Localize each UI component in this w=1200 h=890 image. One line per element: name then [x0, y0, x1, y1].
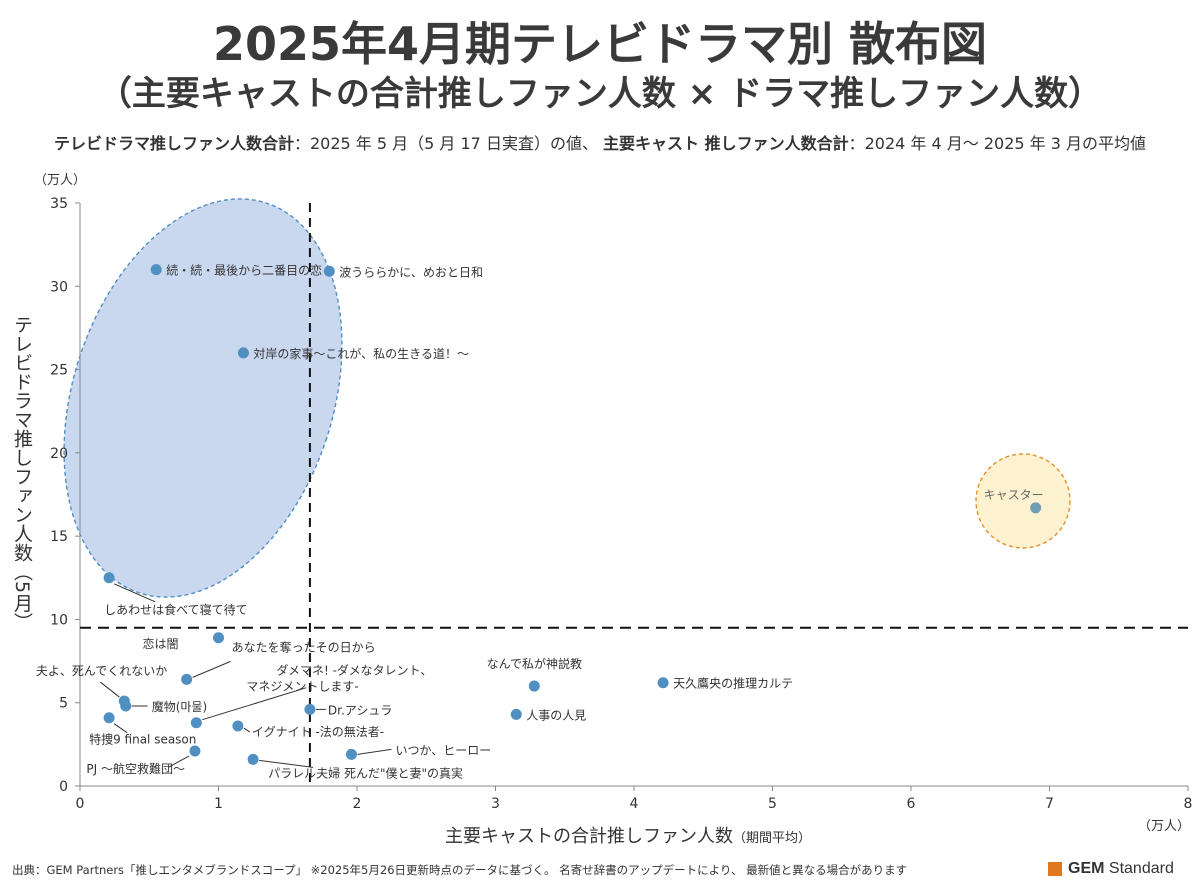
- x-tick-label: 6: [907, 796, 916, 812]
- y-tick-label: 25: [50, 363, 68, 379]
- data-point: [120, 700, 132, 712]
- leader-line: [113, 583, 156, 603]
- scatter-chart: 0 1 2 3 4 5 6 7 8 0 5 10 15 20 25 30 35 （万人） （万人） 主要キャストの合計…: [11, 173, 1192, 847]
- brand-text: GEM Standard: [1068, 860, 1174, 878]
- data-point-label: 特捜9 final season: [89, 732, 196, 747]
- x-axis-title-main: 主要キャストの合計推しファン人数: [445, 826, 733, 847]
- x-axis-title-note: （期間平均）: [733, 831, 811, 846]
- data-point-label: あなたを奪ったその日から: [232, 639, 376, 654]
- x-tick-label: 2: [353, 796, 362, 812]
- description-bold-1: テレビドラマ推しファン人数合計: [53, 134, 294, 153]
- points-layer: [103, 264, 1042, 765]
- data-point: [510, 708, 522, 720]
- data-point: [189, 745, 201, 757]
- x-tick-label: 3: [491, 796, 500, 812]
- data-point-label: 人事の人見: [526, 708, 586, 722]
- y-unit-label: （万人）: [34, 173, 86, 188]
- description-bold-2: 主要キャスト 推しファン人数合計: [603, 134, 849, 153]
- data-point: [190, 717, 202, 729]
- data-point-label: 対岸の家事～これが、私の生きる道！～: [253, 346, 469, 361]
- description-text-1: ：2025 年 5 月（5 月 17 日実査）の値、: [293, 134, 604, 153]
- data-point: [103, 572, 115, 584]
- data-point-label: パラレル夫婦 死んだ"僕と妻"の真実: [268, 765, 463, 780]
- x-tick-label: 4: [630, 796, 639, 812]
- data-point: [323, 265, 335, 277]
- y-tick-label: 5: [59, 696, 68, 712]
- data-point-label: 波うららかに、めおと日和: [339, 265, 483, 279]
- data-point-label: 魔物(마물): [152, 699, 207, 714]
- leader-line: [100, 681, 120, 698]
- data-point: [150, 264, 162, 276]
- data-point-label: キャスター: [984, 488, 1044, 502]
- data-point-label-line: マネジメントします-: [246, 680, 358, 694]
- data-point: [657, 677, 669, 689]
- leader-line: [113, 723, 128, 734]
- leader-line: [202, 687, 307, 721]
- leader-line: [357, 748, 392, 755]
- data-point-label: いつか、ヒーロー: [395, 743, 491, 757]
- data-point-label: ダメマネ! -ダメなタレント、マネジメントします-: [246, 663, 432, 694]
- y-tick-label: 30: [50, 279, 68, 295]
- labels-layer: 続・続・最後から二番目の恋 波うららかに、めおと日和対岸の家事～これが、私の生きる…: [36, 263, 1044, 781]
- background-layer: [63, 198, 1071, 598]
- data-point-label: なんで私が神説教: [487, 656, 582, 671]
- x-tick-label: 1: [214, 796, 223, 812]
- data-point: [232, 720, 244, 732]
- data-point-label: 恋は闇: [142, 636, 178, 651]
- data-point: [181, 673, 193, 685]
- leader-line: [192, 660, 231, 678]
- data-point-label: 続・続・最後から二番目の恋: [166, 263, 322, 278]
- data-point-label: 夫よ、死んでくれないか: [36, 664, 167, 678]
- chart-title: 2025年4月期テレビドラマ別 散布図: [212, 17, 988, 71]
- brand-text-rest: Standard: [1104, 860, 1174, 877]
- data-point: [1030, 502, 1042, 514]
- brand-logo: GEM Standard: [1048, 858, 1174, 880]
- outlier-group-circle: [975, 453, 1071, 549]
- data-point-label: 天久鷹央の推理カルテ: [673, 676, 793, 691]
- axis-layer: 0 1 2 3 4 5 6 7 8 0 5 10 15 20 25 30 35 （万人） （万人） 主要キャストの合計…: [11, 173, 1192, 847]
- data-point: [103, 712, 115, 724]
- x-tick-label: 0: [76, 796, 85, 812]
- data-point-label: PJ ～航空救難団～: [86, 761, 185, 776]
- x-tick-label: 5: [768, 796, 777, 812]
- data-point-label-line: ダメマネ! -ダメなタレント、: [276, 663, 432, 678]
- y-tick-label: 35: [50, 196, 68, 212]
- source-footnote: 出典：GEM Partners「推しエンタメブランドスコープ」 ※2025年5月…: [12, 863, 908, 877]
- leader-line: [243, 727, 251, 733]
- data-point-label: イグナイト -法の無法者-: [252, 724, 384, 739]
- leader-line: [259, 759, 314, 768]
- data-point: [304, 703, 316, 715]
- data-point: [528, 680, 540, 692]
- data-point: [213, 632, 224, 644]
- high-engagement-group-ellipse: [63, 198, 343, 598]
- data-point: [345, 748, 357, 760]
- data-point-label: しあわせは食べて寝て待て: [104, 602, 248, 617]
- brand-text-bold: GEM: [1068, 860, 1105, 877]
- reference-lines: [80, 203, 1188, 786]
- chart-description: テレビドラマ推しファン人数合計：2025 年 5 月（5 月 17 日実査）の値…: [0, 130, 1200, 154]
- y-tick-label: 0: [59, 779, 68, 795]
- x-tick-label: 8: [1184, 796, 1193, 812]
- description-text-2: ：2024 年 4 月～ 2025 年 3 月の平均値: [848, 134, 1147, 153]
- leader-line: [168, 755, 190, 768]
- y-tick-label: 20: [50, 446, 68, 462]
- data-point: [247, 753, 259, 765]
- y-axis-title: テレビドラマ推しファン人数（5月）: [11, 315, 33, 631]
- data-point: [237, 347, 249, 359]
- data-point-label: Dr.アシュラ: [328, 703, 392, 717]
- chart-subtitle-line: （主要キャストの合計推しファン人数 × ドラマ推しファン人数）: [97, 74, 1103, 114]
- y-tick-label: 10: [50, 612, 68, 628]
- leader-lines: [100, 583, 392, 768]
- x-tick-label: 7: [1045, 796, 1054, 812]
- brand-mark-icon: [1048, 862, 1062, 876]
- x-unit-label: （万人）: [1138, 819, 1190, 834]
- x-axis-title: 主要キャストの合計推しファン人数（期間平均）: [445, 826, 811, 847]
- y-tick-label: 15: [50, 529, 68, 545]
